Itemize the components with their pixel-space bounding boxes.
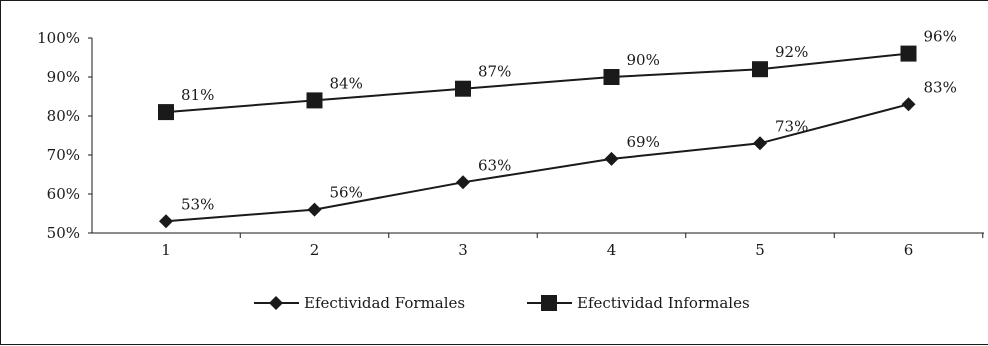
y-tick-label: 50%: [47, 224, 80, 242]
data-point-marker: [752, 61, 768, 78]
data-point-marker: [900, 45, 917, 62]
series-group: [158, 45, 917, 229]
data-label: 53%: [181, 195, 214, 213]
x-tick-label: 1: [161, 241, 171, 259]
data-label: 84%: [330, 74, 363, 92]
legend-item: Efectividad Informales: [527, 294, 750, 312]
data-label: 92%: [775, 43, 808, 61]
data-point-marker: [158, 104, 174, 121]
legend-diamond-marker: [269, 296, 283, 310]
data-point-marker: [604, 151, 619, 166]
y-axis-tick-labels: 50% 60% 70% 80% 90% 100%: [37, 29, 80, 242]
data-point-marker: [159, 214, 173, 229]
legend: Efectividad Formales Efectividad Informal…: [254, 294, 750, 312]
data-label: 90%: [627, 51, 660, 69]
y-tick-label: 80%: [47, 107, 80, 125]
data-label: 96%: [924, 28, 957, 46]
y-tick-label: 100%: [37, 29, 80, 47]
series-informales: [158, 45, 917, 121]
data-label: 56%: [330, 184, 363, 202]
data-point-marker: [753, 136, 767, 151]
series-formales: [159, 97, 916, 229]
data-label: 83%: [924, 78, 957, 96]
legend-square-marker: [541, 295, 557, 311]
series-line: [165, 52, 909, 114]
data-label: 81%: [181, 86, 214, 104]
data-labels: 53% 56% 63% 69% 73% 83% 81% 84% 87% 90% 92% 96%: [181, 28, 957, 214]
data-point-marker: [901, 97, 916, 112]
x-tick-label: 5: [755, 241, 765, 259]
series-line: [165, 103, 909, 223]
data-label: 69%: [627, 133, 660, 151]
data-label: 87%: [478, 63, 511, 81]
data-point-marker: [603, 69, 620, 85]
axes: [88, 37, 984, 238]
x-tick-label: 3: [458, 241, 468, 259]
x-tick-label: 6: [904, 241, 914, 259]
data-label: 63%: [478, 156, 511, 174]
x-tick-label: 2: [310, 241, 320, 259]
data-point-marker: [306, 92, 323, 109]
y-tick-label: 60%: [47, 185, 80, 203]
y-tick-label: 70%: [47, 146, 80, 164]
data-point-marker: [307, 202, 322, 217]
y-tick-label: 90%: [47, 68, 80, 86]
legend-label: Efectividad Formales: [304, 294, 465, 312]
x-axis-tick-labels: 1 2 3 4 5 6: [161, 241, 913, 259]
data-point-marker: [455, 80, 471, 97]
x-tick-label: 4: [607, 241, 617, 259]
data-point-marker: [456, 175, 470, 190]
data-label: 73%: [775, 117, 808, 135]
legend-item: Efectividad Formales: [254, 294, 465, 312]
legend-label: Efectividad Informales: [577, 294, 750, 312]
